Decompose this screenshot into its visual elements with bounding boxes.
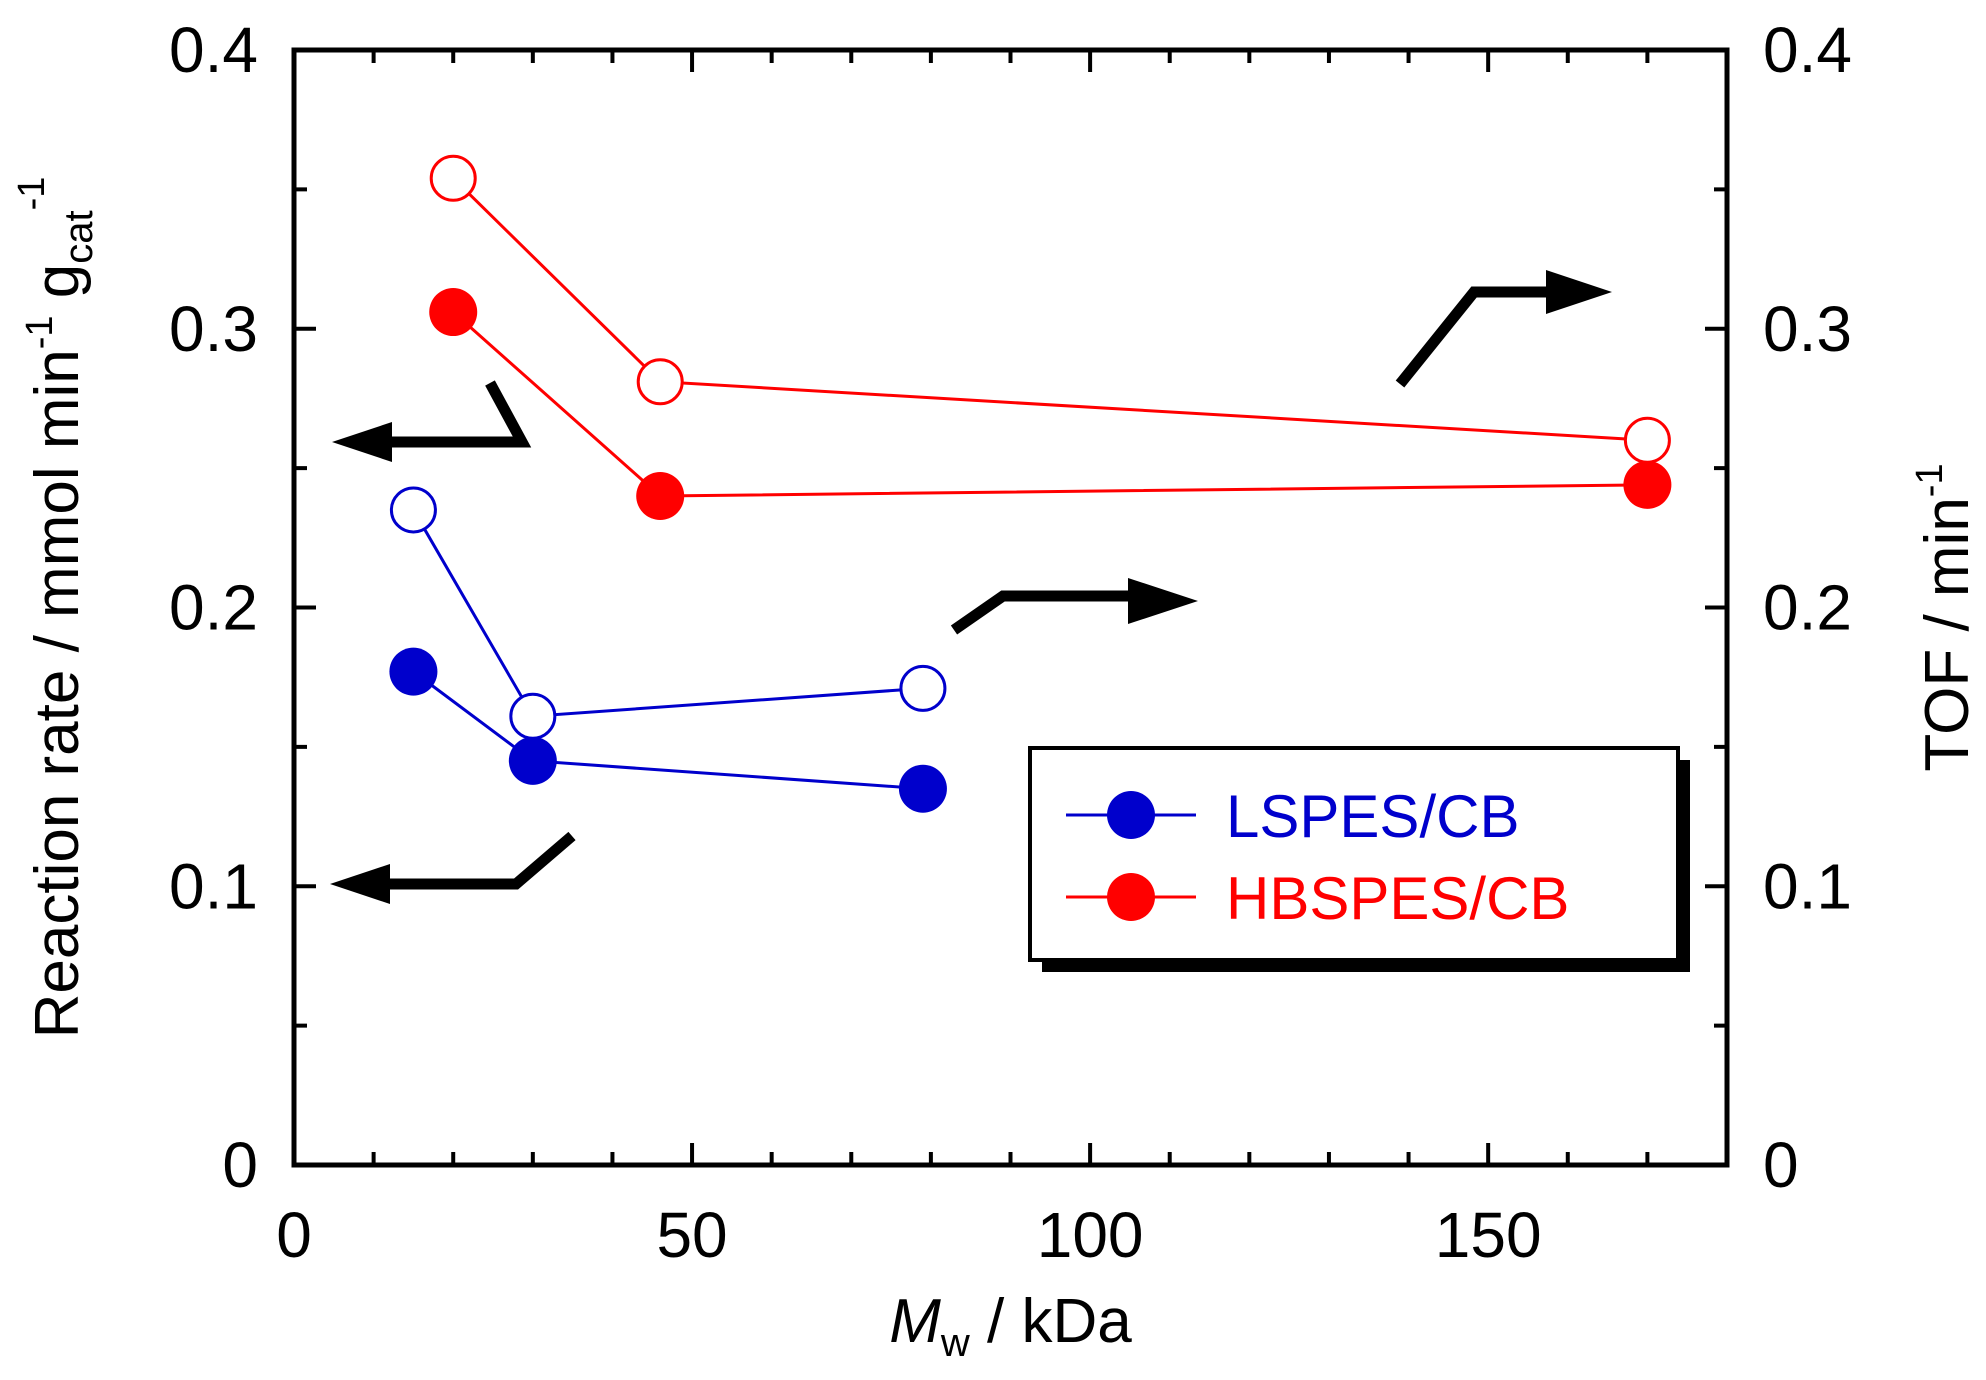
x-tick-label: 0 xyxy=(276,1199,312,1271)
legend-label-lspes: LSPES/CB xyxy=(1226,783,1519,850)
y-axis-left-title: Reaction rate / mmol min-1 gcat-1 xyxy=(11,177,101,1039)
y-tick-label-left: 0.3 xyxy=(169,293,258,365)
x-tick-label: 50 xyxy=(656,1199,727,1271)
series-line-lspes-cb-open xyxy=(412,509,924,718)
axis-ticks xyxy=(294,50,1727,1165)
y-tick-label-left: 0.2 xyxy=(169,572,258,644)
legend: LSPES/CB HBSPES/CB xyxy=(1028,746,1690,972)
data-point-lspes-cb-open xyxy=(899,664,947,712)
data-point-hbspes-cb-filled xyxy=(429,288,478,337)
y-tick-label-left: 0 xyxy=(222,1129,258,1201)
y-tick-label-right: 0.3 xyxy=(1763,293,1852,365)
x-axis-title: Mw / kDa xyxy=(889,1287,1132,1365)
data-point-lspes-cb-open xyxy=(509,692,557,740)
legend-label-hbspes: HBSPES/CB xyxy=(1226,865,1569,932)
data-point-lspes-cb-filled xyxy=(508,736,557,785)
data-point-hbspes-cb-filled xyxy=(1623,460,1672,509)
y-axis-right-title: TOF / min-1 xyxy=(1909,463,1982,771)
legend-entry-hbspes: HBSPES/CB xyxy=(1066,865,1569,932)
legend-entry-lspes: LSPES/CB xyxy=(1066,783,1519,850)
x-tick-label: 100 xyxy=(1037,1199,1144,1271)
y-tick-label-left: 0.1 xyxy=(169,850,258,922)
data-point-hbspes-cb-open xyxy=(1623,416,1671,464)
y-tick-label-right: 0 xyxy=(1763,1129,1799,1201)
data-point-hbspes-cb-open xyxy=(429,154,477,202)
series-line-hbspes-cb-open xyxy=(452,177,1648,442)
arrow-right-upper xyxy=(1395,270,1612,388)
y-tick-label-right: 0.4 xyxy=(1763,14,1852,86)
data-point-hbspes-cb-filled xyxy=(636,472,685,520)
data-point-lspes-cb-filled xyxy=(389,647,438,696)
legend-box xyxy=(1028,746,1680,962)
arrow-left-upper xyxy=(332,380,532,462)
x-tick-label: 150 xyxy=(1435,1199,1542,1271)
annotation-arrows xyxy=(330,270,1612,904)
y-tick-label-right: 0.1 xyxy=(1763,850,1852,922)
data-point-lspes-cb-filled xyxy=(898,764,947,813)
series-line-lspes-cb-filled xyxy=(412,670,924,791)
series-layer xyxy=(389,154,1672,813)
y-tick-label-right: 0.2 xyxy=(1763,572,1852,644)
data-point-hbspes-cb-open xyxy=(636,358,684,406)
arrow-left-lower xyxy=(330,831,576,904)
y-tick-label-left: 0.4 xyxy=(169,14,258,86)
plot-frame xyxy=(291,47,1730,1168)
arrow-right-lower xyxy=(950,578,1198,635)
data-point-lspes-cb-open xyxy=(389,486,437,534)
